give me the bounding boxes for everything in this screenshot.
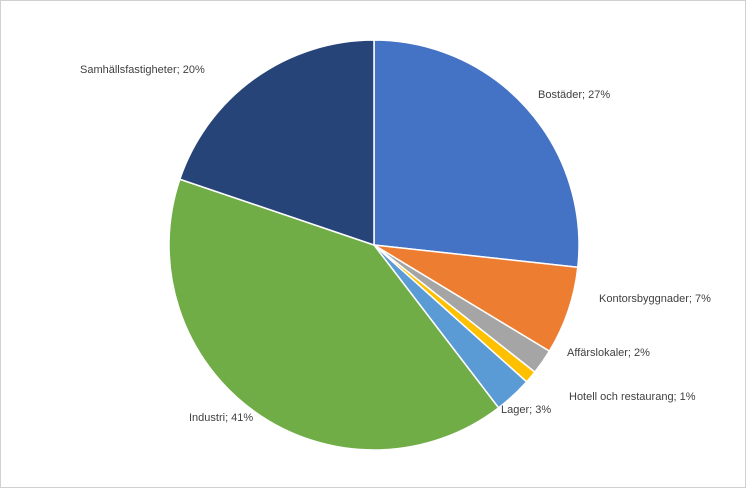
data-label-kontorsbyggnader: Kontorsbyggnader; 7% [599, 293, 711, 305]
slice-industri [168, 178, 500, 451]
pie-slices [168, 39, 580, 451]
slice-samh-llsfastigheter [178, 39, 375, 247]
data-label-industri: Industri; 41% [189, 412, 253, 424]
data-label-hotell-och-restaurang: Hotell och restaurang; 1% [569, 391, 696, 403]
data-label-samh-llsfastigheter: Samhällsfastigheter; 20% [80, 64, 205, 76]
data-label-lager: Lager; 3% [501, 404, 551, 416]
slice-bost-der [373, 39, 580, 269]
pie-labels: Bostäder; 27% Kontorsbyggnader; 7% Affärsl… [80, 64, 711, 424]
data-label-aff-rslokaler: Affärslokaler; 2% [567, 347, 650, 359]
data-label-bost-der: Bostäder; 27% [538, 89, 610, 101]
